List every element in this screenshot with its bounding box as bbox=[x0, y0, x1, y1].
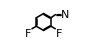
Text: N: N bbox=[61, 10, 69, 20]
Text: F: F bbox=[25, 29, 32, 39]
Text: F: F bbox=[56, 29, 62, 39]
